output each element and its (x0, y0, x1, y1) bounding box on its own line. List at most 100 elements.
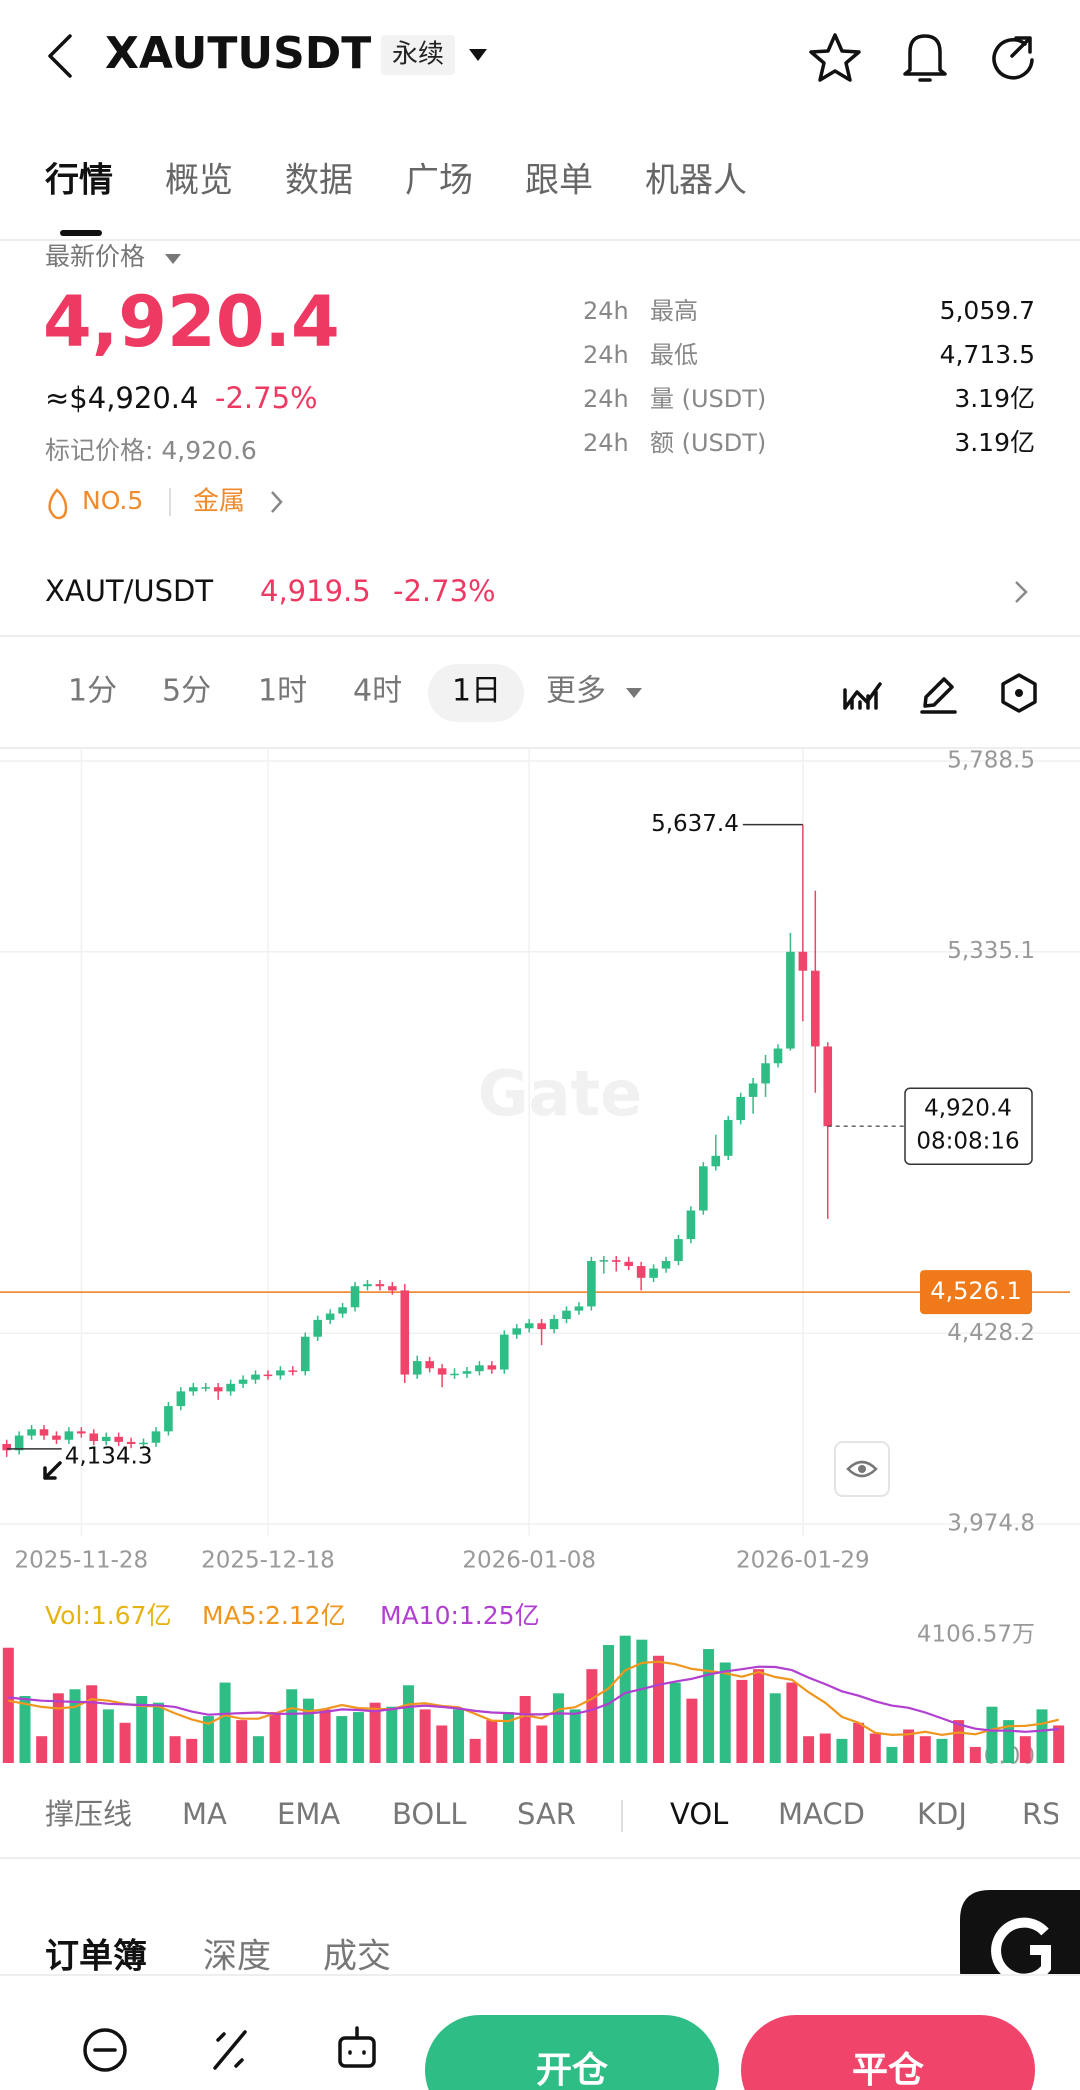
y-tick-label: 4106.57万 (917, 1622, 1035, 1648)
volume-bar (336, 1716, 348, 1763)
spot-pair[interactable]: XAUT/USDT (45, 574, 213, 608)
more-dropdown[interactable] (626, 688, 642, 698)
volume-bar (836, 1738, 848, 1763)
trade-icon[interactable] (83, 2028, 127, 2072)
volume-bar (502, 1712, 514, 1763)
close-button[interactable] (741, 2015, 1035, 2090)
volume-bar (136, 1695, 148, 1763)
open-button[interactable] (425, 2015, 719, 2090)
volume-bar (1053, 1725, 1065, 1763)
back-button[interactable] (48, 34, 72, 78)
indicator[interactable]: MACD (778, 1797, 865, 1831)
orderbook-tabs: 订单簿 深度 成交 (45, 1937, 391, 1977)
interval[interactable]: 更多 (546, 674, 606, 709)
candle-body (661, 1260, 671, 1269)
volume-bar (753, 1669, 765, 1763)
interval[interactable]: 1日 (452, 674, 501, 709)
candle-body (587, 1260, 596, 1307)
orderbook-tab[interactable]: 深度 (203, 1937, 271, 1977)
candle-body (238, 1379, 248, 1384)
orderbook-tab[interactable]: 订单簿 (45, 1937, 147, 1977)
volume-bar (102, 1709, 114, 1763)
orderbook-tab[interactable]: 成交 (323, 1937, 391, 1977)
price-change: -2.75% (215, 381, 318, 415)
stat-label: 量 (USDT) (650, 385, 766, 413)
tab[interactable]: 跟单 (525, 161, 593, 201)
x-tick-label: 2025-11-28 (15, 1548, 149, 1574)
candle-body (450, 1373, 459, 1376)
tab[interactable]: 概览 (165, 161, 233, 201)
volume-bar (519, 1695, 531, 1763)
symbol-title: XAUTUSDT (105, 28, 371, 79)
indicator[interactable]: KDJ (917, 1797, 967, 1831)
interval[interactable]: 5分 (162, 674, 211, 709)
last-price-box (904, 1087, 1033, 1165)
expand-icon[interactable] (43, 1461, 62, 1480)
stat-label: 额 (USDT) (650, 429, 766, 457)
interval[interactable]: 4时 (353, 674, 402, 709)
interval[interactable]: 1分 (68, 674, 117, 709)
settings-dot (1015, 689, 1023, 697)
indicator[interactable]: MA (182, 1797, 227, 1831)
candle-body (64, 1431, 74, 1440)
tab[interactable]: 广场 (405, 161, 473, 201)
tab[interactable]: 数据 (285, 161, 353, 201)
candle-body (276, 1370, 285, 1376)
tag-bg (381, 35, 455, 75)
float-button[interactable] (960, 1890, 1080, 2000)
tab[interactable]: 机器人 (645, 161, 747, 201)
share-icon[interactable] (992, 36, 1034, 80)
indicator[interactable]: SAR (517, 1797, 576, 1831)
candle-body (126, 1441, 136, 1444)
volume-bar (319, 1709, 331, 1763)
sector-chevron (271, 491, 283, 513)
volume-bar (252, 1736, 264, 1763)
rank[interactable]: NO.5 (82, 486, 143, 515)
candle-body (189, 1387, 198, 1392)
draw-icon[interactable] (920, 677, 957, 714)
candle-body (263, 1374, 273, 1377)
candle-body (798, 951, 808, 971)
candle-body (649, 1268, 658, 1278)
candle-body (674, 1239, 683, 1261)
indicator[interactable]: BOLL (392, 1797, 467, 1831)
volume-bar (819, 1733, 831, 1763)
flame-icon (48, 488, 68, 520)
level-tag (920, 1270, 1032, 1315)
low-marker-label: 4,134.3 (65, 1443, 153, 1469)
calc-icon[interactable] (213, 2030, 247, 2070)
indicator[interactable]: EMA (277, 1797, 340, 1831)
sector[interactable]: 金属 (193, 487, 245, 517)
settings-icon[interactable] (1001, 673, 1037, 713)
alert-icon[interactable] (903, 34, 947, 82)
symbol-dropdown[interactable] (469, 49, 487, 61)
candle-body (437, 1368, 447, 1375)
indicator-icon[interactable] (843, 682, 882, 710)
favorite-icon[interactable] (809, 33, 861, 82)
close-button-label: 平仓 (852, 2050, 924, 2090)
last-price: 4,920.4 (43, 281, 340, 363)
candle-body (611, 1260, 621, 1262)
indicator[interactable]: RSI (1022, 1797, 1069, 1831)
candle-body (213, 1387, 223, 1392)
tab[interactable]: 行情 (45, 161, 113, 201)
price-type-dropdown[interactable] (165, 254, 181, 264)
spot-chevron[interactable] (1015, 581, 1028, 603)
volume-bar (1003, 1720, 1015, 1763)
candle-body (500, 1334, 509, 1370)
volume-bar (302, 1698, 314, 1763)
candle-body (39, 1429, 49, 1436)
candle-body (313, 1319, 322, 1337)
price-chart: Gate 5,788.5 5,335.1 4,428.2 3,974.8 2025-11-… (0, 748, 1080, 1574)
tab-bar: 行情 概览 数据 广场 跟单 机器人 (45, 161, 747, 201)
volume-bar (869, 1733, 881, 1763)
candle-body (89, 1433, 99, 1442)
candle-body (425, 1361, 434, 1369)
interval[interactable]: 1时 (258, 674, 307, 709)
indicator[interactable]: VOL (670, 1797, 728, 1831)
volume-bar (553, 1693, 565, 1763)
indicator[interactable]: 撑压线 (45, 1797, 132, 1831)
candle-body (823, 1046, 833, 1127)
volume-bar (769, 1693, 781, 1763)
volume-bar (452, 1709, 464, 1763)
